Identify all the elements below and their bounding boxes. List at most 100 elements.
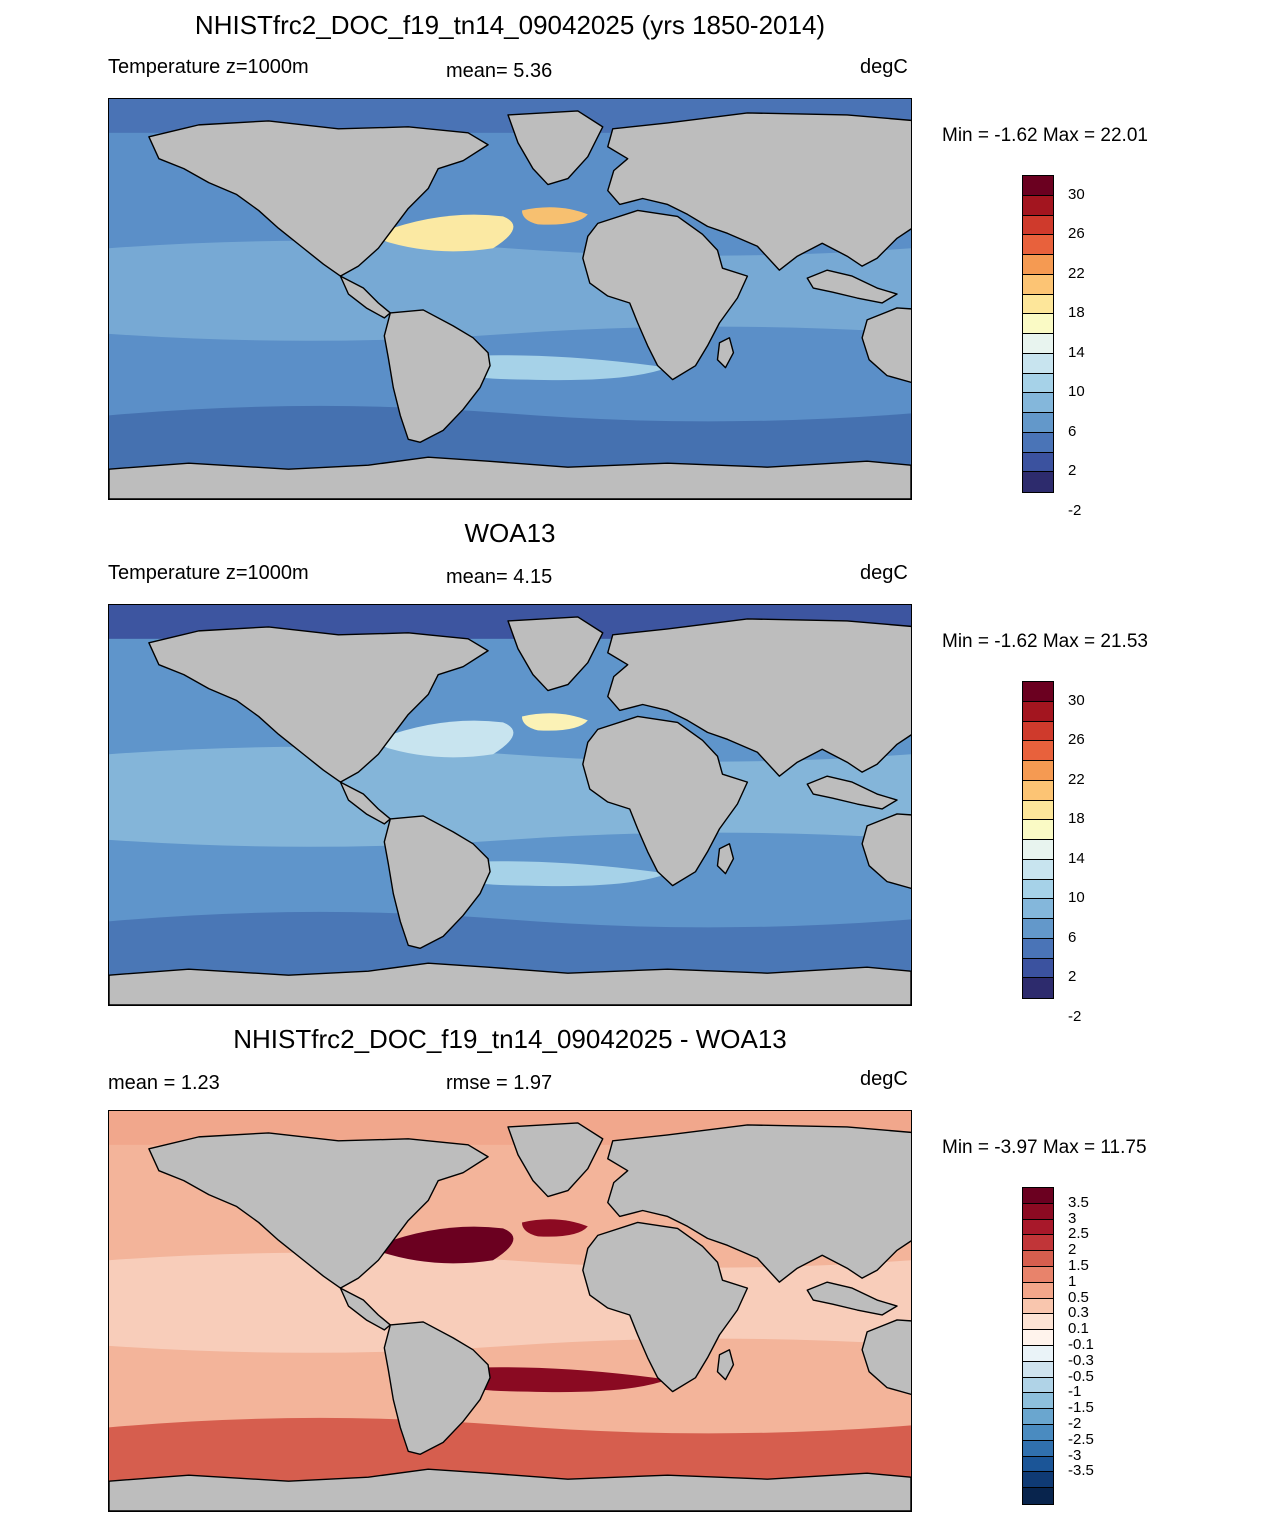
- colorbar-segment: [1023, 452, 1053, 473]
- north-america-landmass: [148, 1132, 489, 1289]
- panel-2-map-svg: [109, 605, 911, 1005]
- colorbar-segment: [1023, 314, 1053, 334]
- southern-ocean-band: [109, 405, 911, 470]
- colorbar-tick-label: 1.5: [1068, 1257, 1089, 1274]
- panel-1-minmax: Min = -1.62 Max = 22.01: [942, 125, 1148, 146]
- panel-2-map: [108, 604, 912, 1006]
- colorbar-segment: [1023, 1488, 1053, 1504]
- mediterranean-region: [521, 207, 588, 225]
- colorbar-tick-label: 2: [1068, 968, 1077, 986]
- colorbar-tick-label: 1: [1068, 1272, 1077, 1290]
- colorbar-tick-label: 0.3: [1068, 1304, 1089, 1322]
- panel-2-colorbar: [1022, 681, 1054, 999]
- colorbar-segment: [1023, 958, 1053, 979]
- mediterranean-region: [521, 1219, 588, 1237]
- eurasia-landmass: [607, 618, 911, 777]
- australia-landmass: [861, 307, 911, 384]
- panel-2-left-label: Temperature z=1000m: [108, 562, 309, 584]
- colorbar-tick-label: 26: [1068, 225, 1085, 243]
- africa-landmass: [582, 1221, 749, 1393]
- panel-1-left-label: Temperature z=1000m: [108, 56, 309, 78]
- panel-3-left-label: mean = 1.23: [108, 1072, 220, 1094]
- colorbar-segment: [1023, 413, 1053, 433]
- colorbar-segment: [1023, 274, 1053, 295]
- colorbar-tick-label: -1.5: [1068, 1399, 1094, 1417]
- panel-2-units: degC: [860, 562, 908, 584]
- panel-1-title: NHISTfrc2_DOC_f19_tn14_09042025 (yrs 185…: [194, 10, 826, 40]
- eurasia-landmass: [607, 112, 911, 271]
- colorbar-segment: [1023, 721, 1053, 742]
- madagascar-landmass: [716, 843, 735, 875]
- colorbar-tick-label: -2: [1068, 1007, 1082, 1025]
- north-america-landmass: [148, 120, 489, 277]
- colorbar-tick-label: 30: [1068, 185, 1085, 203]
- colorbar-tick-label: 14: [1068, 849, 1085, 867]
- colorbar-tick-label: -3: [1068, 1446, 1082, 1464]
- colorbar-tick-label: 10: [1068, 383, 1085, 401]
- southern-ocean-band: [109, 911, 911, 976]
- australia-landmass: [861, 1319, 911, 1396]
- colorbar-segment: [1023, 761, 1053, 781]
- colorbar-segment: [1023, 472, 1053, 492]
- colorbar-segment: [1023, 780, 1053, 801]
- colorbar-tick-label: -0.3: [1068, 1351, 1094, 1369]
- antarctica-landmass: [109, 1468, 911, 1511]
- panel-3-minmax: Min = -3.97 Max = 11.75: [942, 1137, 1147, 1158]
- maritime-se-asia-landmass: [806, 775, 898, 810]
- colorbar-tick-label: 6: [1068, 928, 1077, 946]
- colorbar-tick-label: 2.5: [1068, 1225, 1089, 1243]
- colorbar-segment: [1023, 879, 1053, 900]
- africa-landmass: [582, 715, 749, 887]
- southern-ocean-band: [109, 1417, 911, 1482]
- colorbar-segment: [1023, 1251, 1053, 1267]
- eurasia-landmass: [607, 1124, 911, 1283]
- colorbar-tick-label: -0.5: [1068, 1367, 1094, 1385]
- colorbar-segment: [1023, 176, 1053, 196]
- panel-2-title: WOA13: [464, 518, 556, 548]
- colorbar-segment: [1023, 1472, 1053, 1489]
- colorbar-segment: [1023, 294, 1053, 315]
- colorbar-tick-label: 3.5: [1068, 1193, 1089, 1211]
- colorbar-tick-label: 0.1: [1068, 1320, 1089, 1338]
- colorbar-tick-label: 2: [1068, 1241, 1077, 1259]
- colorbar-segment: [1023, 919, 1053, 939]
- colorbar-segment: [1023, 432, 1053, 453]
- colorbar-segment: [1023, 373, 1053, 394]
- greenland-landmass: [507, 110, 604, 186]
- colorbar-tick-label: 18: [1068, 810, 1085, 828]
- colorbar-segment: [1023, 1425, 1053, 1441]
- colorbar-segment: [1023, 1298, 1053, 1315]
- colorbar-segment: [1023, 1330, 1053, 1346]
- colorbar-segment: [1023, 701, 1053, 722]
- australia-landmass: [861, 813, 911, 890]
- colorbar-tick-label: 26: [1068, 731, 1085, 749]
- colorbar-segment: [1023, 820, 1053, 840]
- colorbar-segment: [1023, 682, 1053, 702]
- colorbar-segment: [1023, 334, 1053, 354]
- colorbar-tick-label: -1: [1068, 1383, 1082, 1401]
- colorbar-segment: [1023, 255, 1053, 275]
- colorbar-segment: [1023, 1219, 1053, 1236]
- central-america-landmass: [339, 781, 391, 825]
- colorbar-tick-label: 3: [1068, 1209, 1077, 1227]
- colorbar-tick-label: -2: [1068, 1415, 1082, 1432]
- colorbar-segment: [1023, 195, 1053, 216]
- panel-3-units: degC: [860, 1068, 908, 1090]
- colorbar-segment: [1023, 859, 1053, 880]
- panel-3-colorbar: [1022, 1187, 1054, 1505]
- colorbar-segment: [1023, 1282, 1053, 1299]
- panel-2-minmax: Min = -1.62 Max = 21.53: [942, 631, 1148, 652]
- colorbar-tick-label: 6: [1068, 422, 1077, 440]
- panel-3-map-svg: [109, 1111, 911, 1511]
- north-atlantic-warm-region: [370, 214, 514, 252]
- colorbar-tick-label: -0.1: [1068, 1336, 1094, 1353]
- central-america-landmass: [339, 1287, 391, 1331]
- colorbar-tick-label: -3.5: [1068, 1462, 1094, 1480]
- colorbar-segment: [1023, 1203, 1053, 1220]
- central-america-landmass: [339, 275, 391, 319]
- colorbar-tick-label: 14: [1068, 343, 1085, 361]
- panel-1-map-svg: [109, 99, 911, 499]
- colorbar-segment: [1023, 1235, 1053, 1252]
- colorbar-tick-label: 30: [1068, 691, 1085, 709]
- colorbar-segment: [1023, 1440, 1053, 1457]
